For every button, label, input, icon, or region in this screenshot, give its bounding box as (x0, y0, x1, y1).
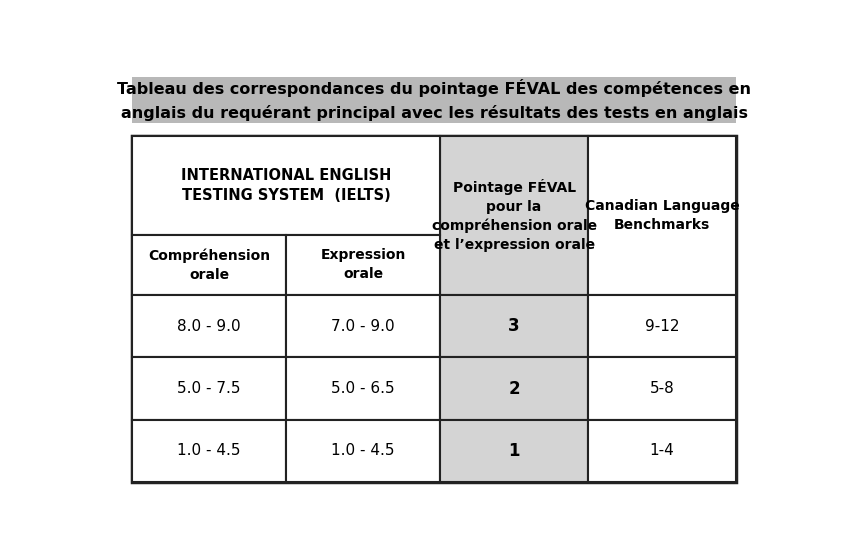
Bar (440, 420, 588, 482)
Text: 5-8: 5-8 (650, 381, 674, 396)
Bar (440, 295, 588, 358)
Text: Compréhension
orale: Compréhension orale (148, 248, 270, 282)
Text: INTERNATIONAL ENGLISH
TESTING SYSTEM  (IELTS): INTERNATIONAL ENGLISH TESTING SYSTEM (IE… (181, 168, 391, 203)
Bar (286, 295, 440, 358)
Text: 5.0 - 7.5: 5.0 - 7.5 (177, 381, 241, 396)
Bar (588, 295, 736, 358)
Bar (132, 77, 736, 123)
Text: Tableau des correspondances du pointage FÉVAL des compétences en
anglais du requ: Tableau des correspondances du pointage … (117, 79, 751, 121)
Bar (286, 420, 440, 482)
Text: Canadian Language
Benchmarks: Canadian Language Benchmarks (584, 199, 739, 232)
Text: 1: 1 (508, 442, 520, 460)
Bar (286, 358, 440, 420)
Bar (440, 136, 588, 295)
Bar (440, 358, 588, 420)
Text: 3: 3 (508, 317, 520, 336)
Bar (588, 420, 736, 482)
Text: 9-12: 9-12 (645, 319, 679, 334)
Text: 5.0 - 6.5: 5.0 - 6.5 (331, 381, 395, 396)
Bar (132, 295, 286, 358)
Bar (132, 136, 440, 235)
Bar (286, 235, 440, 295)
Text: 1.0 - 4.5: 1.0 - 4.5 (177, 444, 241, 458)
Bar (588, 358, 736, 420)
Bar (132, 358, 286, 420)
Text: 1.0 - 4.5: 1.0 - 4.5 (331, 444, 395, 458)
Text: 1-4: 1-4 (650, 444, 674, 458)
Text: 8.0 - 9.0: 8.0 - 9.0 (177, 319, 241, 334)
Bar (132, 136, 736, 482)
Bar (588, 136, 736, 295)
Text: 2: 2 (508, 380, 520, 397)
Text: Pointage FÉVAL
pour la
compréhension orale
et l’expression orale: Pointage FÉVAL pour la compréhension ora… (431, 179, 596, 252)
Text: Expression
orale: Expression orale (320, 249, 406, 282)
Text: 7.0 - 9.0: 7.0 - 9.0 (331, 319, 395, 334)
Bar (132, 420, 286, 482)
Bar (132, 235, 286, 295)
